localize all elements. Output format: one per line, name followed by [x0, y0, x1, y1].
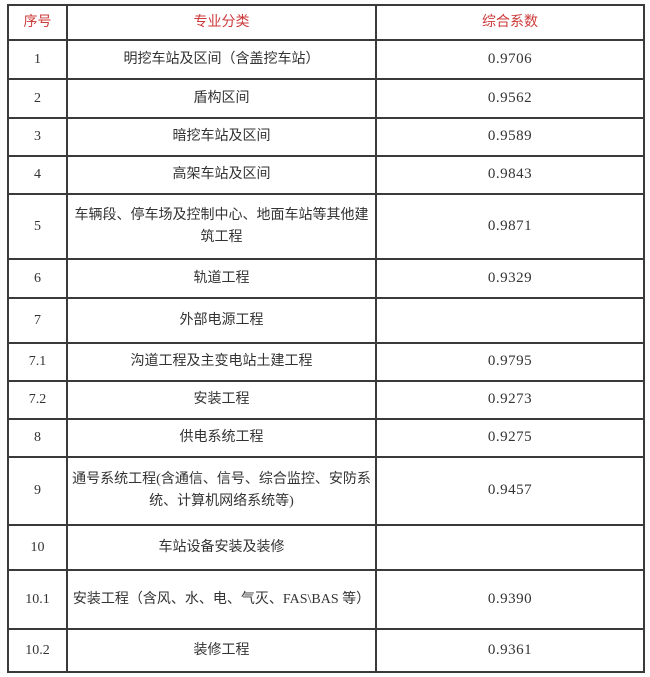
coefficient-cell: 0.9589	[375, 117, 645, 157]
category-cell: 盾构区间	[66, 78, 377, 119]
coefficient-cell: 0.9562	[375, 78, 645, 119]
category-cell: 暗挖车站及区间	[66, 117, 377, 157]
category-cell: 安装工程（含风、水、电、气灭、FAS\BAS 等）	[66, 569, 377, 630]
category-cell: 安装工程	[66, 380, 377, 420]
header-cell-category: 专业分类	[66, 4, 377, 41]
category-cell: 通号系统工程(含通信、信号、综合监控、安防系统、计算机网络系统等)	[66, 456, 377, 526]
coefficient-cell: 0.9390	[375, 569, 645, 630]
table-row: 3 暗挖车站及区间 0.9589	[7, 117, 645, 157]
row-number-cell: 7.1	[7, 342, 68, 382]
table-row: 7.1 沟道工程及主变电站土建工程 0.9795	[7, 342, 645, 382]
coefficient-cell: 0.9843	[375, 155, 645, 195]
table-row: 10 车站设备安装及装修	[7, 524, 645, 571]
row-number-cell: 7	[7, 297, 68, 344]
row-number-cell: 10.2	[7, 628, 68, 673]
category-cell: 轨道工程	[66, 258, 377, 299]
table-header-row: 序号 专业分类 综合系数	[7, 4, 645, 41]
coefficient-cell: 0.9275	[375, 418, 645, 458]
coefficient-cell: 0.9273	[375, 380, 645, 420]
category-cell: 明挖车站及区间（含盖挖车站）	[66, 39, 377, 80]
row-number-cell: 2	[7, 78, 68, 119]
table-row: 10.1 安装工程（含风、水、电、气灭、FAS\BAS 等） 0.9390	[7, 569, 645, 630]
coefficient-cell: 0.9361	[375, 628, 645, 673]
table-row: 7 外部电源工程	[7, 297, 645, 344]
category-cell: 高架车站及区间	[66, 155, 377, 195]
row-number-cell: 1	[7, 39, 68, 80]
coefficient-cell	[375, 297, 645, 344]
row-number-cell: 9	[7, 456, 68, 526]
category-cell: 外部电源工程	[66, 297, 377, 344]
table-row: 1 明挖车站及区间（含盖挖车站） 0.9706	[7, 39, 645, 80]
row-number-cell: 5	[7, 193, 68, 260]
row-number-cell: 8	[7, 418, 68, 458]
row-number-cell: 10.1	[7, 569, 68, 630]
coefficient-cell: 0.9457	[375, 456, 645, 526]
coefficient-cell: 0.9329	[375, 258, 645, 299]
coefficient-cell: 0.9795	[375, 342, 645, 382]
category-cell: 车辆段、停车场及控制中心、地面车站等其他建筑工程	[66, 193, 377, 260]
table-row: 9 通号系统工程(含通信、信号、综合监控、安防系统、计算机网络系统等) 0.94…	[7, 456, 645, 526]
category-cell: 装修工程	[66, 628, 377, 673]
table-row: 7.2 安装工程 0.9273	[7, 380, 645, 420]
category-cell: 车站设备安装及装修	[66, 524, 377, 571]
row-number-cell: 10	[7, 524, 68, 571]
row-number-cell: 7.2	[7, 380, 68, 420]
header-cell-coefficient: 综合系数	[375, 4, 645, 41]
table-row: 6 轨道工程 0.9329	[7, 258, 645, 299]
table-row: 5 车辆段、停车场及控制中心、地面车站等其他建筑工程 0.9871	[7, 193, 645, 260]
table-row: 4 高架车站及区间 0.9843	[7, 155, 645, 195]
coefficient-cell: 0.9706	[375, 39, 645, 80]
row-number-cell: 3	[7, 117, 68, 157]
coefficient-cell	[375, 524, 645, 571]
row-number-cell: 6	[7, 258, 68, 299]
table-row: 2 盾构区间 0.9562	[7, 78, 645, 119]
category-cell: 供电系统工程	[66, 418, 377, 458]
table-row: 10.2 装修工程 0.9361	[7, 628, 645, 673]
header-cell-no: 序号	[7, 4, 68, 41]
row-number-cell: 4	[7, 155, 68, 195]
table-row: 8 供电系统工程 0.9275	[7, 418, 645, 458]
coefficient-table: 序号 专业分类 综合系数 1 明挖车站及区间（含盖挖车站） 0.9706 2 盾…	[7, 4, 645, 673]
coefficient-cell: 0.9871	[375, 193, 645, 260]
category-cell: 沟道工程及主变电站土建工程	[66, 342, 377, 382]
